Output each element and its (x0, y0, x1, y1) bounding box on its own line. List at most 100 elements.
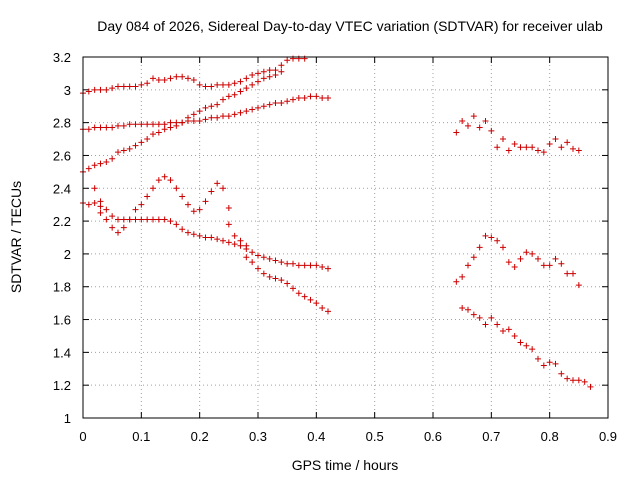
x-tick-label: 0.4 (307, 429, 325, 444)
data-point (570, 145, 576, 152)
data-point (155, 76, 162, 83)
data-point (103, 124, 110, 131)
data-point (465, 306, 471, 313)
data-point (255, 252, 261, 259)
data-point (120, 83, 127, 90)
data-point (161, 216, 168, 223)
data-point (161, 126, 168, 133)
data-point (103, 159, 110, 166)
data-point (494, 237, 501, 244)
data-point (91, 185, 98, 192)
data-point (488, 234, 495, 241)
data-point (482, 321, 489, 328)
data-point (85, 88, 92, 95)
data-point (290, 260, 296, 267)
data-point (214, 81, 221, 88)
data-point (290, 285, 296, 292)
data-point (581, 378, 588, 385)
data-point (155, 129, 162, 136)
data-point (470, 254, 477, 261)
data-point (523, 144, 530, 151)
grid (83, 57, 608, 418)
data-point (249, 81, 256, 88)
data-point (231, 80, 238, 87)
y-tick-label: 1.2 (53, 378, 71, 393)
data-point (91, 86, 98, 93)
data-point (453, 129, 460, 136)
data-point (319, 264, 326, 271)
data-point (85, 126, 92, 133)
data-point (307, 262, 314, 269)
data-point (138, 121, 145, 128)
data-point (465, 122, 471, 129)
data-point (144, 121, 151, 128)
data-point (482, 232, 489, 239)
data-point (476, 314, 483, 321)
x-tick-label: 0.8 (541, 429, 559, 444)
data-point (313, 262, 320, 269)
data-point (91, 200, 98, 207)
data-point (249, 106, 256, 113)
data-point (243, 75, 250, 82)
data-point (552, 360, 559, 367)
data-point (196, 117, 203, 124)
data-point (109, 213, 116, 220)
data-point (132, 216, 139, 223)
data-point (220, 113, 226, 120)
data-point (325, 95, 331, 102)
data-point (301, 262, 308, 269)
data-point (540, 362, 547, 369)
data-point (220, 96, 226, 103)
data-point (202, 104, 209, 111)
data-point (225, 113, 232, 120)
data-point (231, 91, 238, 98)
data-point (570, 270, 576, 277)
data-point (570, 377, 576, 384)
data-point (120, 122, 127, 129)
data-point (173, 122, 180, 129)
data-point (266, 101, 273, 108)
data-point (144, 136, 151, 143)
data-point (202, 234, 209, 241)
data-point (511, 264, 518, 271)
data-point (120, 216, 127, 223)
data-point (237, 88, 244, 95)
data-point (511, 332, 518, 339)
x-tick-label: 0.5 (366, 429, 384, 444)
data-point (214, 101, 221, 108)
data-point (115, 216, 121, 223)
data-point (85, 165, 92, 172)
data-point (202, 198, 209, 205)
data-point (284, 57, 291, 64)
x-tick-label: 0 (79, 429, 86, 444)
data-point (535, 355, 541, 362)
data-point (459, 117, 466, 124)
data-point (517, 255, 524, 262)
data-point (575, 147, 582, 154)
data-point (167, 75, 174, 82)
data-point (307, 93, 314, 100)
data-point (325, 265, 331, 272)
data-point (155, 177, 162, 184)
plot-frame (82, 56, 609, 419)
data-point (237, 109, 244, 116)
data-point (290, 96, 296, 103)
data-point (295, 290, 302, 297)
data-point (575, 377, 582, 384)
data-point (126, 83, 133, 90)
y-tick-label: 3.2 (53, 50, 71, 65)
y-tick-label: 2 (64, 247, 71, 262)
data-point (284, 98, 291, 105)
data-point (208, 234, 215, 241)
data-point (529, 250, 536, 257)
data-point (208, 103, 215, 110)
series-track-h (459, 305, 594, 390)
data-point (517, 339, 524, 346)
data-point (564, 139, 571, 146)
y-tick-label: 1.6 (53, 313, 71, 328)
data-point (255, 78, 261, 85)
data-point (511, 140, 518, 147)
data-point (126, 121, 133, 128)
data-point (237, 78, 244, 85)
